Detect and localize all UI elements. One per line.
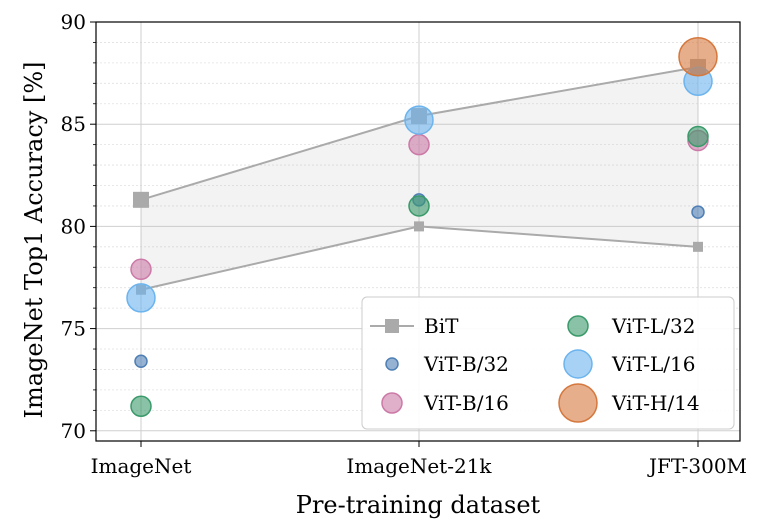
y-axis-ticks: 70 75 80 85 90 <box>61 10 96 443</box>
legend-label: BiT <box>424 314 459 338</box>
plot-frame <box>95 21 741 442</box>
point-vit-l-32 <box>130 395 152 418</box>
point-vit-h-14 <box>678 36 718 77</box>
legend-label: ViT-B/32 <box>423 352 509 376</box>
y-tick-label: 80 <box>61 214 86 238</box>
bit-lower-marker <box>414 221 424 232</box>
x-tick-label: JFT-300M <box>647 454 747 478</box>
legend-marker-bit-square <box>385 319 399 333</box>
legend-marker-vit-b-16 <box>381 392 403 414</box>
point-vit-l-16 <box>404 105 434 135</box>
x-axis-label: Pre-training dataset <box>296 491 541 519</box>
point-vit-l-32 <box>408 195 430 217</box>
bit-shaded-band <box>141 66 698 290</box>
legend-marker-vit-l-32 <box>567 315 589 337</box>
point-vit-l-16 <box>126 283 156 313</box>
point-vit-b-32 <box>691 205 705 219</box>
x-axis-ticks: ImageNet ImageNet-21k JFT-300M <box>91 441 747 478</box>
x-tick-label: ImageNet-21k <box>346 454 492 478</box>
point-vit-b-16 <box>130 258 152 281</box>
bit-lower-marker <box>693 241 703 252</box>
x-tick-label: ImageNet <box>91 454 192 478</box>
point-vit-b-32 <box>134 354 148 369</box>
y-tick-label: 75 <box>61 317 86 341</box>
y-axis-label: ImageNet Top1 Accuracy [%] <box>20 61 48 418</box>
y-tick-label: 70 <box>61 419 86 443</box>
point-vit-l-32 <box>687 125 709 148</box>
legend-label: ViT-B/16 <box>423 391 509 415</box>
legend-label: ViT-H/14 <box>611 391 700 415</box>
legend-label: ViT-L/16 <box>611 352 695 376</box>
legend-box <box>361 296 735 430</box>
legend: BiT ViT-B/32 ViT-B/16 ViT-L/32 ViT-L/16 ViT-H… <box>361 296 735 430</box>
legend-marker-vit-l-16 <box>563 349 593 379</box>
legend-marker-vit-h-14 <box>558 383 598 423</box>
point-vit-b-16 <box>408 133 430 156</box>
vit-points <box>126 36 718 418</box>
y-tick-label: 85 <box>61 112 86 136</box>
y-tick-label: 90 <box>61 10 86 34</box>
bit-upper-marker <box>133 191 149 208</box>
legend-marker-vit-b-32 <box>385 357 399 371</box>
legend-label: ViT-L/32 <box>611 314 695 338</box>
